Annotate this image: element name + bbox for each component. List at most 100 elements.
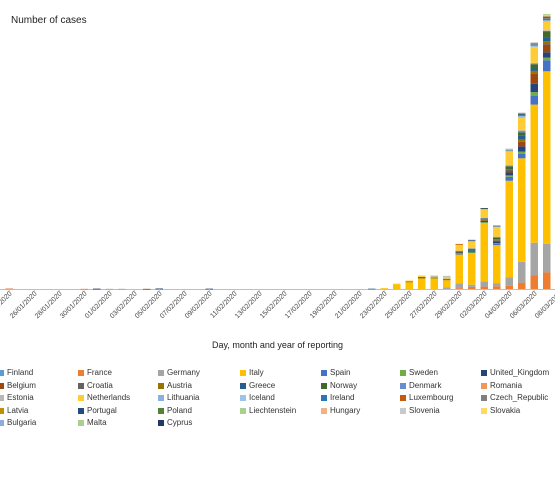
bar-segment [143,288,151,290]
bar-segment [543,60,551,72]
bar-segment [518,261,526,283]
legend-swatch [400,370,406,376]
bar-segment [505,148,513,150]
bar-segment [493,283,501,287]
bar-segment [505,180,513,278]
bar-segment [405,280,413,282]
bar-segment [505,151,513,166]
bar-segment [468,240,476,242]
bar-segment [543,44,551,45]
bar-segment [468,250,476,252]
bar-segment [530,68,538,71]
legend-label: Liechtenstein [249,405,297,415]
legend-item: Ireland [321,393,354,403]
bar-segment [480,222,488,223]
legend-item: Belgium [0,381,36,391]
legend-swatch [0,370,4,376]
bar-segment [530,45,538,48]
legend-label: Austria [167,380,192,390]
bar-segment [543,16,551,18]
legend-swatch [481,407,487,414]
legend-swatch [158,420,164,426]
bar-segment [530,62,538,64]
bar-segment [505,285,513,289]
bar-segment [93,288,101,290]
bar-segment [518,130,526,131]
legend-swatch [240,370,246,376]
bar-segment [455,244,463,251]
bar-segment [480,220,488,223]
bar-segment [480,286,488,289]
bar-segment [518,153,526,159]
bar-segment [530,83,538,93]
bar-segment [530,95,538,105]
legend-label: Luxembourg [409,393,454,402]
legend-swatch [0,420,4,426]
bar-segment [530,104,538,243]
bar-segment [543,17,551,19]
legend-item: Iceland [240,393,275,403]
legend-swatch [400,382,406,389]
bar-segment [518,114,526,116]
bar-segment [493,245,501,284]
y-axis-label: Number of cases [11,15,87,26]
legend-label: Greece [249,380,276,390]
bar-segment [405,281,413,283]
bar-segment [455,253,463,284]
bar-segment [418,277,426,278]
bar-segment [455,251,463,253]
legend-item: Bulgaria [0,418,36,428]
bar-segment [530,42,538,44]
bar-segment [518,115,526,116]
bar-segment [543,41,551,45]
bar-segment [493,240,501,242]
legend-item: Malta [78,418,107,428]
legend-label: Croatia [87,380,113,390]
bar-segment [518,282,526,289]
bar-segment [530,73,538,74]
legend-swatch [481,382,487,389]
bar-segment [530,44,538,46]
bar-segment [530,43,538,45]
legend-item: Spain [321,368,350,378]
bar-segment [543,30,551,32]
bar-segment [518,135,526,140]
legend-label: Estonia [7,393,34,402]
bar-segment [505,175,513,177]
bar-segment [468,248,476,251]
legend-item: Hungary [321,406,360,416]
bar-segment [480,222,488,282]
bar-segment [430,275,438,277]
bar-segment [493,225,501,227]
bar-segment [543,31,551,38]
bar-segment [505,165,513,167]
bar-segment [505,150,513,152]
bar-segment [405,281,413,289]
bar-segment [468,250,476,252]
bar-segment [455,252,463,254]
bar-segment [430,277,438,289]
bar-segment [518,113,526,115]
legend-label: Belgium [7,380,36,390]
bar-segment [468,239,476,241]
legend-label: Slovakia [490,405,521,415]
bar-segment [118,288,126,290]
bar-segment [505,170,513,173]
legend-swatch [0,382,4,389]
bar-segment [518,132,526,136]
bar-segment [530,63,538,65]
bar-segment [480,209,488,219]
legend-swatch [240,395,246,401]
bar-segment [543,18,551,20]
legend-swatch [158,382,164,389]
bar-segment [443,276,451,279]
bar-segment [430,276,438,278]
legend-label: Hungary [330,405,361,415]
legend-item: Sweden [400,368,438,378]
bar-segment [518,139,526,142]
bar-segment [443,275,451,277]
bar-segment [368,288,376,290]
bar-segment [480,220,488,222]
bar-segment [418,275,426,278]
bar-segment [543,14,551,15]
